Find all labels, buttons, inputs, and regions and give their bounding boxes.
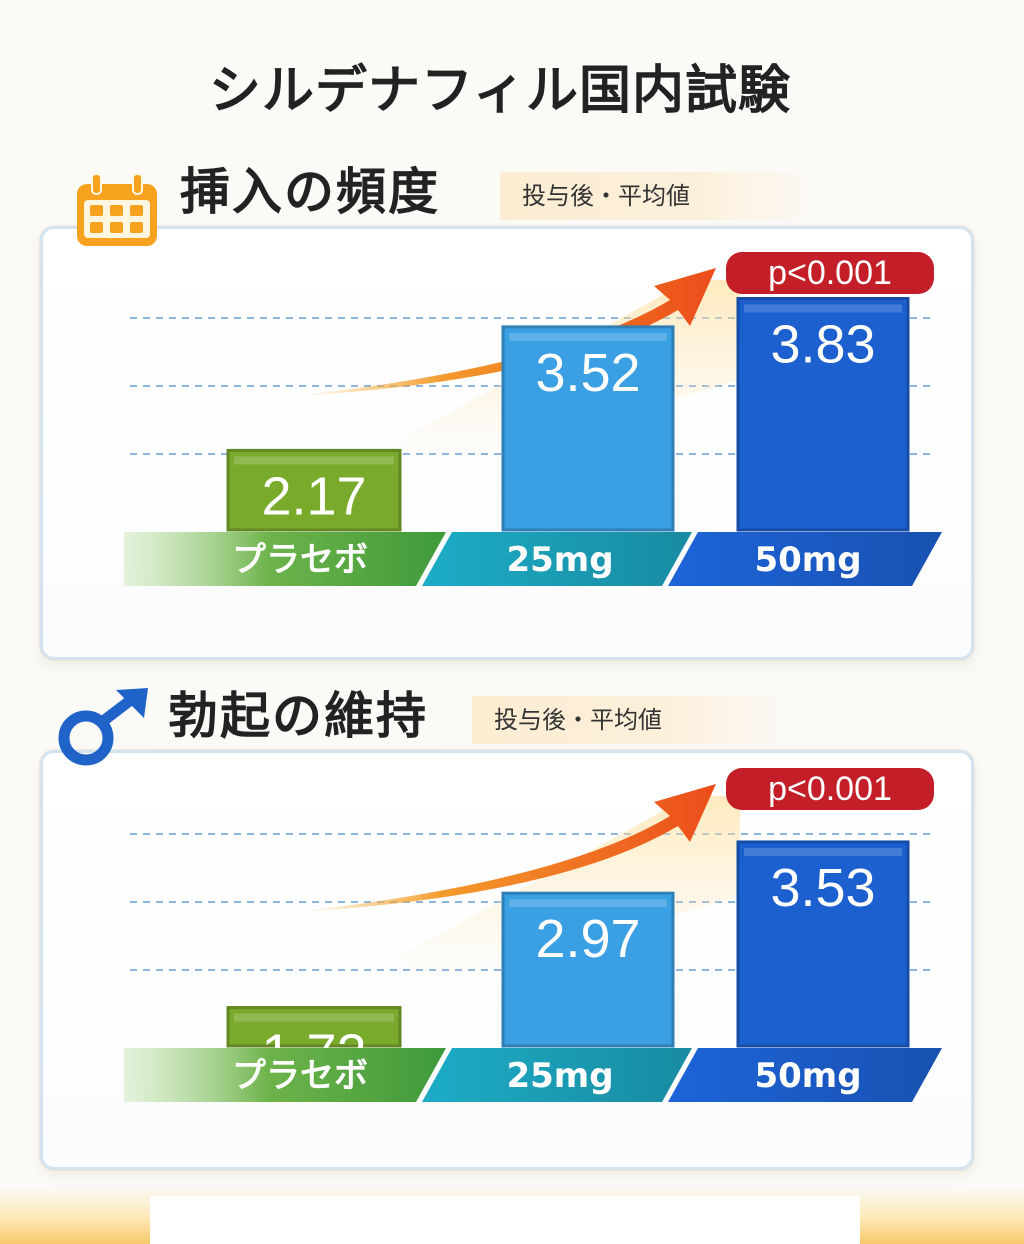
bar-highlight: [234, 1013, 394, 1022]
bar-highlight: [234, 456, 394, 465]
bar-value-label: 2.17: [261, 466, 366, 526]
section-subtitle-erection-maintenance: 投与後・平均値: [472, 696, 794, 744]
category-label: 50mg: [754, 1056, 861, 1096]
bar-50mg: [736, 297, 910, 532]
p-value-label: p<0.001: [768, 254, 892, 292]
chart-insertion-frequency: 2.17 3.52 3.83 プラセボ 25mg 50mg p<0.001: [124, 252, 942, 586]
bar-highlight: [509, 332, 667, 341]
arrow-glow: [400, 796, 740, 986]
bar-value-label: 2.97: [535, 909, 640, 969]
category-label: プラセボ: [232, 1056, 368, 1096]
category-label: プラセボ: [232, 540, 368, 580]
category-label: 25mg: [506, 540, 613, 580]
category-band: [668, 532, 942, 586]
p-value-label: p<0.001: [768, 770, 892, 808]
bottom-blank-area: [150, 1196, 860, 1244]
trend-arrow-icon: [296, 784, 716, 912]
category-band: [422, 532, 692, 586]
category-band: [124, 532, 446, 586]
p-value-badge: [726, 252, 934, 294]
bar-プラセボ: [226, 448, 402, 532]
bar-value-label: 3.52: [535, 343, 640, 403]
category-label: 25mg: [506, 1056, 613, 1096]
category-label: 50mg: [754, 540, 861, 580]
bar-highlight: [509, 899, 667, 908]
page-title: シルデナフィル国内試験: [209, 61, 791, 121]
section-title-erection-maintenance: 勃起の維持: [158, 676, 438, 748]
p-value-badge: [726, 768, 934, 810]
bar-highlight: [744, 847, 902, 856]
category-band: [668, 1048, 942, 1102]
bar-プラセボ: [226, 1006, 402, 1048]
bar-value-label: 3.53: [770, 858, 875, 918]
bar-50mg: [736, 840, 910, 1048]
category-band: [422, 1048, 692, 1102]
calendar-icon: [77, 173, 157, 246]
category-band: [124, 1048, 446, 1102]
bar-highlight: [744, 304, 902, 313]
section-title-insertion-frequency: 挿入の頻度: [170, 152, 450, 224]
male-symbol-icon: [58, 688, 148, 766]
bar-25mg: [501, 325, 675, 532]
bar-25mg: [501, 891, 675, 1048]
bar-value-label: 3.83: [770, 315, 875, 375]
section-subtitle-insertion-frequency: 投与後・平均値: [500, 172, 822, 220]
